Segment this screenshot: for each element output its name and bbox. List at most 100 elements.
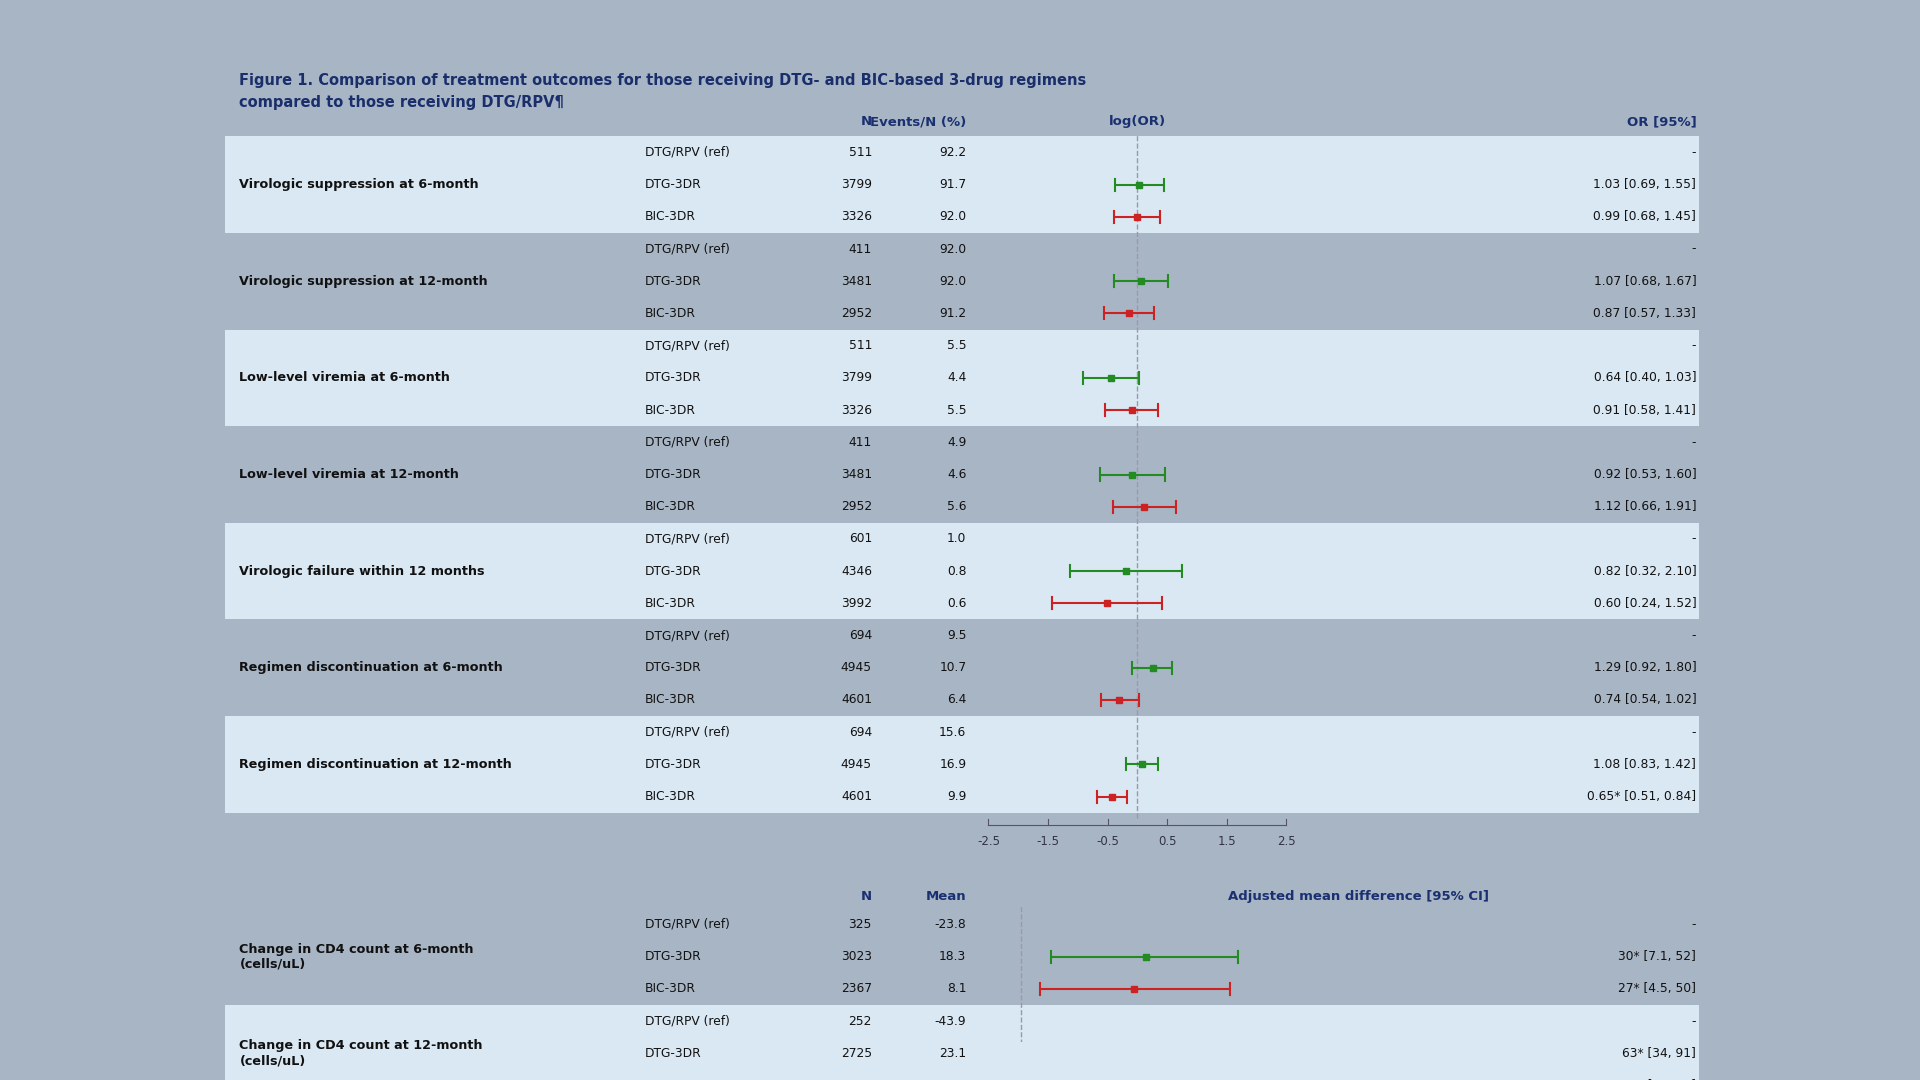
Text: BIC-3DR: BIC-3DR bbox=[645, 983, 695, 996]
Text: 0.87 [0.57, 1.33]: 0.87 [0.57, 1.33] bbox=[1594, 307, 1695, 320]
Text: 23.1: 23.1 bbox=[939, 1047, 966, 1059]
Text: 92.0: 92.0 bbox=[939, 211, 966, 224]
Text: -: - bbox=[1692, 436, 1695, 449]
Text: DTG-3DR: DTG-3DR bbox=[645, 372, 701, 384]
Text: 5.5: 5.5 bbox=[947, 339, 966, 352]
Text: 3992: 3992 bbox=[841, 597, 872, 610]
Text: DTG-3DR: DTG-3DR bbox=[645, 468, 701, 481]
Text: 4.9: 4.9 bbox=[947, 436, 966, 449]
Text: 0.5: 0.5 bbox=[1158, 835, 1177, 848]
Text: 27* [4.5, 50]: 27* [4.5, 50] bbox=[1619, 983, 1695, 996]
Text: 10.7: 10.7 bbox=[939, 661, 966, 674]
Text: 30* [7.1, 52]: 30* [7.1, 52] bbox=[1619, 950, 1695, 963]
Text: 3326: 3326 bbox=[841, 404, 872, 417]
Text: BIC-3DR: BIC-3DR bbox=[645, 404, 695, 417]
Text: log(OR): log(OR) bbox=[1110, 116, 1165, 129]
Text: 0.92 [0.53, 1.60]: 0.92 [0.53, 1.60] bbox=[1594, 468, 1695, 481]
Text: 6.4: 6.4 bbox=[947, 693, 966, 706]
Text: BIC-3DR: BIC-3DR bbox=[645, 791, 695, 804]
Text: 0.99 [0.68, 1.45]: 0.99 [0.68, 1.45] bbox=[1594, 211, 1695, 224]
Text: 3481: 3481 bbox=[841, 468, 872, 481]
Text: DTG-3DR: DTG-3DR bbox=[645, 758, 701, 771]
Text: BIC-3DR: BIC-3DR bbox=[645, 307, 695, 320]
Text: DTG/RPV (ref): DTG/RPV (ref) bbox=[645, 918, 730, 931]
Bar bbox=[225, 523, 1699, 620]
Text: DTG/RPV (ref): DTG/RPV (ref) bbox=[645, 532, 730, 545]
Text: DTG-3DR: DTG-3DR bbox=[645, 274, 701, 287]
Text: 2.5: 2.5 bbox=[1277, 835, 1296, 848]
Text: 601: 601 bbox=[849, 532, 872, 545]
Text: 411: 411 bbox=[849, 436, 872, 449]
Text: DTG/RPV (ref): DTG/RPV (ref) bbox=[645, 436, 730, 449]
Text: 694: 694 bbox=[849, 629, 872, 642]
Text: 2725: 2725 bbox=[841, 1047, 872, 1059]
Text: Regimen discontinuation at 6-month: Regimen discontinuation at 6-month bbox=[240, 661, 503, 674]
Text: Regimen discontinuation at 12-month: Regimen discontinuation at 12-month bbox=[240, 758, 513, 771]
Text: Events/N (%): Events/N (%) bbox=[870, 116, 966, 129]
Text: 4945: 4945 bbox=[841, 661, 872, 674]
Text: 9.9: 9.9 bbox=[947, 791, 966, 804]
Text: Virologic suppression at 6-month: Virologic suppression at 6-month bbox=[240, 178, 478, 191]
Text: -: - bbox=[1692, 243, 1695, 256]
Text: Virologic suppression at 12-month: Virologic suppression at 12-month bbox=[240, 274, 488, 287]
Text: 92.0: 92.0 bbox=[939, 274, 966, 287]
Text: DTG/RPV (ref): DTG/RPV (ref) bbox=[645, 629, 730, 642]
Text: DTG-3DR: DTG-3DR bbox=[645, 950, 701, 963]
Text: 0.8: 0.8 bbox=[947, 565, 966, 578]
Text: OR [95%]: OR [95%] bbox=[1626, 116, 1695, 129]
Text: BIC-3DR: BIC-3DR bbox=[645, 500, 695, 513]
Text: 3481: 3481 bbox=[841, 274, 872, 287]
Text: 511: 511 bbox=[849, 339, 872, 352]
Text: Low-level viremia at 6-month: Low-level viremia at 6-month bbox=[240, 372, 451, 384]
Bar bbox=[225, 716, 1699, 813]
Text: 8.1: 8.1 bbox=[947, 983, 966, 996]
Text: Change in CD4 count at 12-month
(cells/uL): Change in CD4 count at 12-month (cells/u… bbox=[240, 1039, 484, 1067]
Text: DTG/RPV (ref): DTG/RPV (ref) bbox=[645, 243, 730, 256]
Text: DTG-3DR: DTG-3DR bbox=[645, 1047, 701, 1059]
Text: 91.2: 91.2 bbox=[939, 307, 966, 320]
Text: 1.03 [0.69, 1.55]: 1.03 [0.69, 1.55] bbox=[1594, 178, 1695, 191]
Text: 92.0: 92.0 bbox=[939, 243, 966, 256]
Text: 1.29 [0.92, 1.80]: 1.29 [0.92, 1.80] bbox=[1594, 661, 1695, 674]
Text: 1.0: 1.0 bbox=[947, 532, 966, 545]
Bar bbox=[225, 329, 1699, 427]
Text: 511: 511 bbox=[849, 146, 872, 159]
Text: 3799: 3799 bbox=[841, 372, 872, 384]
Text: 0.82 [0.32, 2.10]: 0.82 [0.32, 2.10] bbox=[1594, 565, 1695, 578]
Text: -23.8: -23.8 bbox=[935, 918, 966, 931]
Text: 18.3: 18.3 bbox=[939, 950, 966, 963]
Text: -: - bbox=[1692, 629, 1695, 642]
Text: 0.64 [0.40, 1.03]: 0.64 [0.40, 1.03] bbox=[1594, 372, 1695, 384]
Text: compared to those receiving DTG/RPV¶: compared to those receiving DTG/RPV¶ bbox=[240, 95, 564, 110]
Text: -2.5: -2.5 bbox=[977, 835, 1000, 848]
Text: -: - bbox=[1692, 146, 1695, 159]
Text: 16.9: 16.9 bbox=[939, 758, 966, 771]
Text: -: - bbox=[1692, 918, 1695, 931]
Text: N: N bbox=[860, 890, 872, 903]
Text: 252: 252 bbox=[849, 1014, 872, 1027]
Text: -: - bbox=[1692, 339, 1695, 352]
Text: 4346: 4346 bbox=[841, 565, 872, 578]
Text: 63* [34, 91]: 63* [34, 91] bbox=[1622, 1047, 1695, 1059]
Text: 1.12 [0.66, 1.91]: 1.12 [0.66, 1.91] bbox=[1594, 500, 1695, 513]
Text: 2952: 2952 bbox=[841, 307, 872, 320]
Text: Virologic failure within 12 months: Virologic failure within 12 months bbox=[240, 565, 486, 578]
Text: 325: 325 bbox=[849, 918, 872, 931]
Text: 0.60 [0.24, 1.52]: 0.60 [0.24, 1.52] bbox=[1594, 597, 1695, 610]
Text: DTG-3DR: DTG-3DR bbox=[645, 661, 701, 674]
Text: 3023: 3023 bbox=[841, 950, 872, 963]
Text: DTG/RPV (ref): DTG/RPV (ref) bbox=[645, 1014, 730, 1027]
Text: BIC-3DR: BIC-3DR bbox=[645, 211, 695, 224]
Text: 1.08 [0.83, 1.42]: 1.08 [0.83, 1.42] bbox=[1594, 758, 1695, 771]
Text: Change in CD4 count at 6-month
(cells/uL): Change in CD4 count at 6-month (cells/uL… bbox=[240, 943, 474, 971]
Text: 411: 411 bbox=[849, 243, 872, 256]
Text: 0.6: 0.6 bbox=[947, 597, 966, 610]
Text: 0.74 [0.54, 1.02]: 0.74 [0.54, 1.02] bbox=[1594, 693, 1695, 706]
Text: 3799: 3799 bbox=[841, 178, 872, 191]
Text: 4945: 4945 bbox=[841, 758, 872, 771]
Text: 2367: 2367 bbox=[841, 983, 872, 996]
Text: 92.2: 92.2 bbox=[939, 146, 966, 159]
Text: DTG/RPV (ref): DTG/RPV (ref) bbox=[645, 726, 730, 739]
Text: 4601: 4601 bbox=[841, 693, 872, 706]
Text: -: - bbox=[1692, 1014, 1695, 1027]
